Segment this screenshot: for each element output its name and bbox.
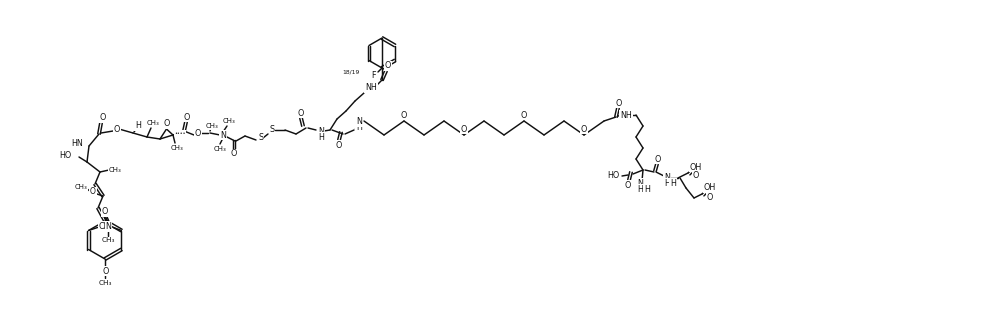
Text: OH: OH <box>690 162 702 171</box>
Text: O: O <box>100 114 106 122</box>
Text: H: H <box>318 133 324 142</box>
Text: S: S <box>258 134 264 142</box>
Text: O: O <box>581 125 587 134</box>
Text: CH₃: CH₃ <box>206 123 218 129</box>
Text: O: O <box>401 110 407 120</box>
Text: O: O <box>90 188 96 197</box>
Text: O: O <box>231 149 237 158</box>
Text: O: O <box>616 99 622 107</box>
Text: H: H <box>135 121 141 130</box>
Text: O: O <box>336 141 342 149</box>
Text: S: S <box>269 126 275 135</box>
Text: N: N <box>356 117 362 127</box>
Text: N: N <box>220 130 226 140</box>
Text: O: O <box>114 125 120 134</box>
Text: F: F <box>372 71 376 80</box>
Text: HO: HO <box>59 150 71 160</box>
Text: O: O <box>298 108 304 117</box>
Text: O: O <box>461 125 467 134</box>
Text: O: O <box>707 192 713 202</box>
Text: 18/19: 18/19 <box>343 70 360 74</box>
Text: N: N <box>318 127 324 135</box>
Text: H: H <box>356 123 362 133</box>
Text: HN: HN <box>71 140 83 149</box>
Text: O: O <box>103 266 109 275</box>
Text: H: H <box>670 178 676 188</box>
Text: H: H <box>637 184 643 193</box>
Text: N: N <box>637 178 643 188</box>
Text: NH: NH <box>365 84 377 93</box>
Text: CH₃: CH₃ <box>223 118 235 124</box>
Text: CH₃: CH₃ <box>214 146 226 152</box>
Text: N: N <box>664 172 670 182</box>
Text: HO: HO <box>607 171 619 181</box>
Text: O: O <box>385 61 391 71</box>
Text: H: H <box>644 184 650 193</box>
Text: CH₃: CH₃ <box>147 120 159 126</box>
Text: O: O <box>184 113 190 121</box>
Text: ••••: •••• <box>174 130 186 135</box>
Text: O: O <box>163 120 170 128</box>
Text: CH₃: CH₃ <box>75 184 87 190</box>
Text: CH₃: CH₃ <box>102 238 115 244</box>
Text: CH₃: CH₃ <box>98 280 112 286</box>
Text: Cl: Cl <box>99 222 106 231</box>
Text: O: O <box>625 181 631 190</box>
Text: O: O <box>655 155 661 163</box>
Text: O: O <box>693 171 699 181</box>
Text: OH: OH <box>704 183 716 192</box>
Text: CH₃: CH₃ <box>109 167 121 173</box>
Text: O: O <box>195 128 201 137</box>
Text: O: O <box>101 207 108 216</box>
Text: H: H <box>664 178 670 188</box>
Text: O: O <box>521 110 527 120</box>
Text: N: N <box>106 222 111 231</box>
Text: CH₃: CH₃ <box>171 145 183 151</box>
Text: NH: NH <box>620 110 632 120</box>
